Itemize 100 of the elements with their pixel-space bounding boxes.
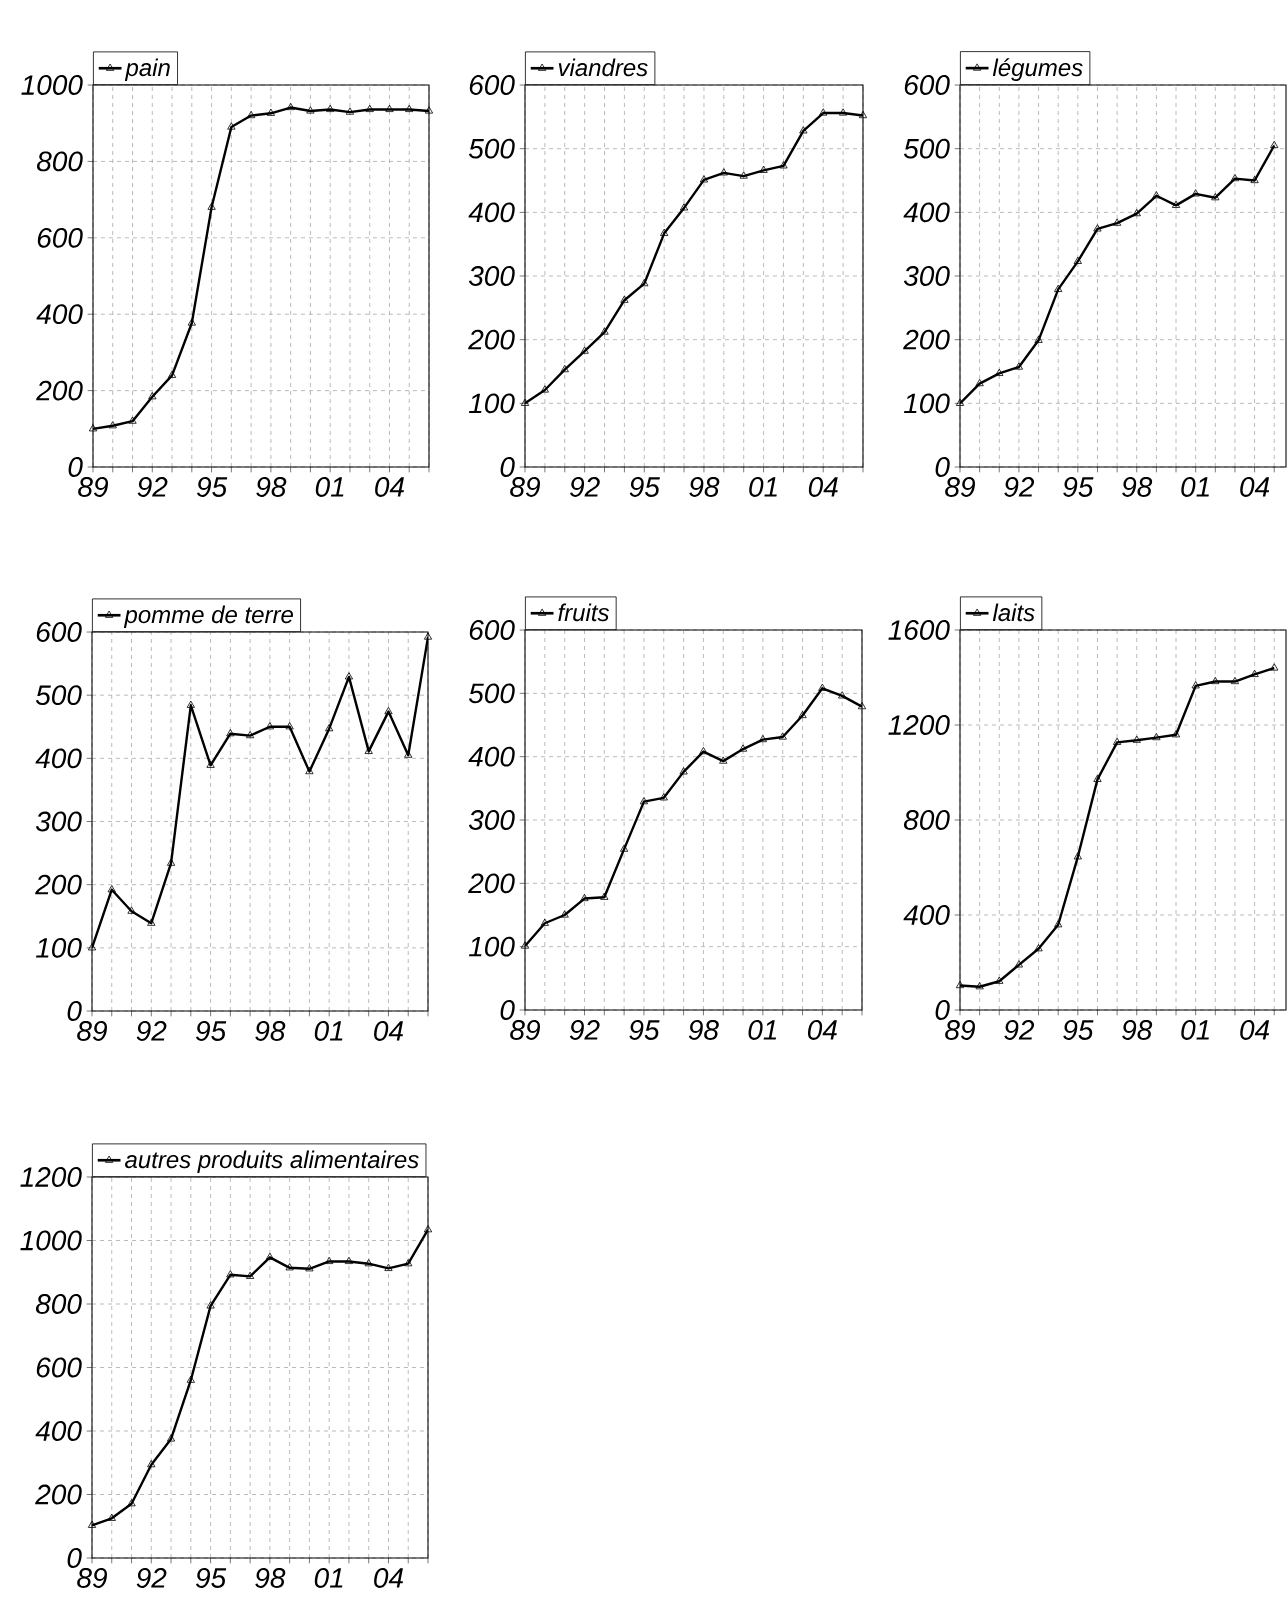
point xyxy=(1034,335,1043,343)
point xyxy=(247,110,256,119)
point xyxy=(679,203,689,211)
point xyxy=(167,370,177,378)
point xyxy=(344,1256,354,1264)
x-tick-label: 92 xyxy=(137,477,168,497)
y-tick-label: 0 xyxy=(67,1548,82,1568)
point xyxy=(660,228,669,236)
point xyxy=(148,392,157,400)
point xyxy=(227,122,236,130)
x-tick-label: 98 xyxy=(1122,1020,1153,1040)
point xyxy=(1230,173,1240,182)
y-tick-label: 0 xyxy=(935,457,950,477)
y-tick-label: 100 xyxy=(35,937,82,958)
point xyxy=(147,1460,156,1468)
x-tick-label: 01 xyxy=(748,1020,777,1040)
y-tick-label: 500 xyxy=(468,138,515,159)
point xyxy=(1014,960,1024,968)
point xyxy=(1152,191,1161,199)
x-tick-label: 98 xyxy=(255,1568,286,1588)
y-tick-label: 800 xyxy=(903,810,950,830)
point xyxy=(88,424,98,432)
x-tick-label: 95 xyxy=(1063,477,1094,497)
point xyxy=(305,1264,314,1272)
x-tick-label: 89 xyxy=(77,1021,107,1041)
y-tick-label: 100 xyxy=(468,936,515,957)
point xyxy=(207,202,216,210)
y-tick-label: 0 xyxy=(500,1000,515,1020)
legend-label: autres produits alimentaires xyxy=(125,1150,419,1173)
point xyxy=(1132,735,1141,743)
point xyxy=(424,106,434,114)
y-tick-label: 800 xyxy=(35,1294,82,1314)
point xyxy=(839,108,848,116)
x-tick-label: 04 xyxy=(1240,1020,1270,1040)
x-tick-label: 98 xyxy=(689,477,720,497)
y-tick-label: 500 xyxy=(903,138,950,159)
point xyxy=(1250,175,1259,184)
x-tick-label: 98 xyxy=(256,477,287,497)
x-tick-label: 95 xyxy=(195,1568,227,1588)
point xyxy=(779,161,788,169)
point xyxy=(560,910,569,918)
y-tick-label: 400 xyxy=(36,304,83,325)
x-tick-label: 89 xyxy=(77,1568,107,1588)
x-tick-label: 95 xyxy=(195,1021,227,1041)
point xyxy=(1132,208,1141,217)
x-tick-label: 01 xyxy=(1181,1020,1209,1040)
y-tick-label: 0 xyxy=(935,1000,950,1020)
point xyxy=(580,346,589,354)
point xyxy=(580,893,589,902)
point xyxy=(1270,140,1279,149)
point xyxy=(326,104,335,112)
y-tick-label: 0 xyxy=(67,1001,82,1021)
x-tick-label: 01 xyxy=(314,1021,343,1041)
point xyxy=(345,107,355,115)
point xyxy=(1113,737,1122,745)
x-tick-label: 98 xyxy=(688,1020,719,1040)
y-tick-label: 1000 xyxy=(20,1230,82,1251)
point xyxy=(285,1263,294,1271)
y-tick-label: 400 xyxy=(468,202,515,223)
x-tick-label: 89 xyxy=(510,477,540,497)
point xyxy=(659,793,668,801)
legend-label: légumes xyxy=(992,58,1083,81)
point xyxy=(364,746,373,754)
y-tick-label: 0 xyxy=(68,457,83,477)
point xyxy=(187,318,196,326)
point xyxy=(1171,200,1181,208)
point xyxy=(838,691,847,699)
point xyxy=(266,108,275,116)
x-tick-label: 04 xyxy=(808,477,838,497)
point xyxy=(384,1263,393,1271)
point xyxy=(719,756,728,764)
y-tick-label: 200 xyxy=(468,329,515,350)
x-tick-label: 04 xyxy=(807,1020,837,1040)
point xyxy=(404,1259,413,1267)
point xyxy=(540,385,549,393)
x-tick-label: 92 xyxy=(1004,1020,1035,1040)
y-tick-label: 100 xyxy=(903,393,950,414)
point xyxy=(520,941,530,949)
point xyxy=(1211,676,1220,685)
point xyxy=(166,1434,176,1442)
x-tick-label: 92 xyxy=(569,1020,600,1040)
point xyxy=(127,1499,136,1507)
x-tick-label: 01 xyxy=(314,1568,343,1588)
point xyxy=(818,683,827,691)
y-tick-label: 800 xyxy=(36,151,83,172)
point xyxy=(560,364,569,373)
point xyxy=(1171,730,1181,738)
point xyxy=(738,744,748,752)
point xyxy=(127,906,136,914)
point xyxy=(147,918,156,926)
point xyxy=(1014,362,1024,370)
point xyxy=(246,1271,255,1279)
point xyxy=(364,1259,373,1267)
legend-label: laits xyxy=(992,603,1035,622)
point xyxy=(679,767,688,775)
point xyxy=(1093,774,1102,782)
point xyxy=(1073,256,1082,264)
x-tick-label: 95 xyxy=(629,1020,660,1040)
point xyxy=(423,632,433,640)
point xyxy=(1113,218,1122,226)
